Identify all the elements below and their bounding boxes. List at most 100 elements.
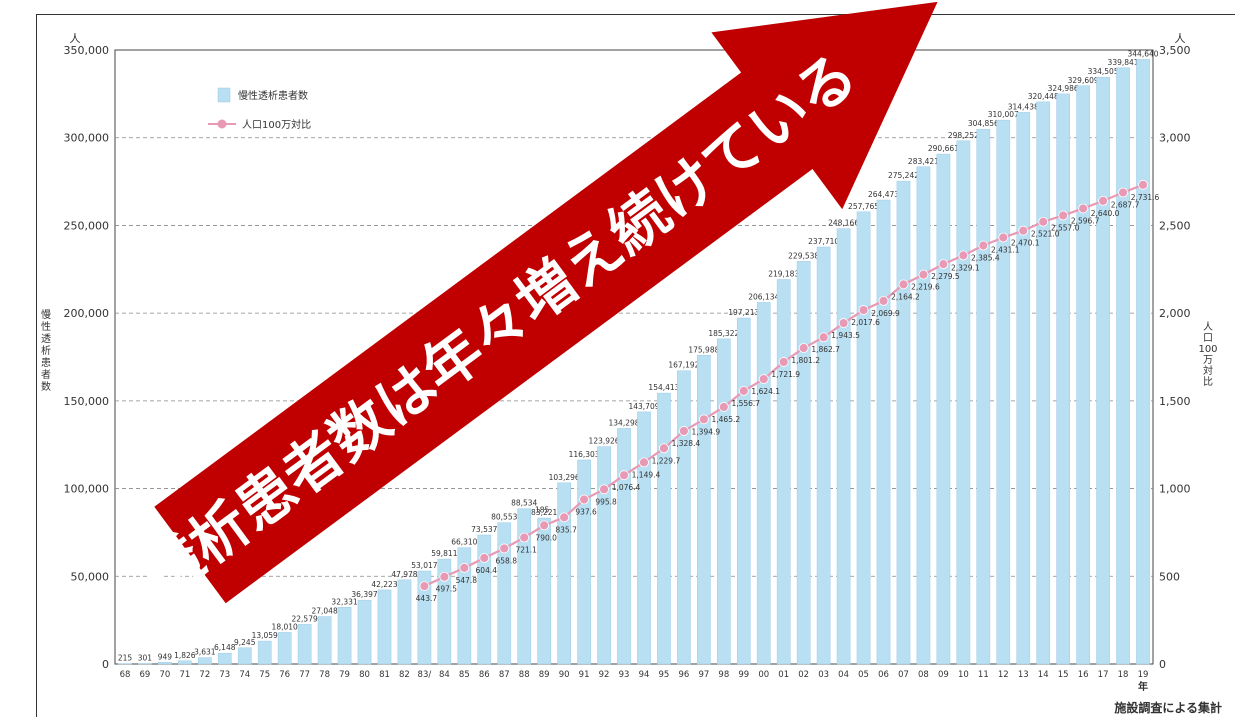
x-tick-label: 19 bbox=[1138, 670, 1149, 680]
bar bbox=[497, 522, 512, 665]
bar bbox=[597, 446, 611, 665]
bar-value-label: 290,661 bbox=[928, 144, 959, 153]
x-tick-label: 75 bbox=[259, 670, 270, 680]
x-tick-label: 97 bbox=[698, 670, 709, 680]
ratio-value-label: 547.8 bbox=[456, 576, 478, 585]
bar-value-label: 215 bbox=[118, 654, 133, 663]
x-tick-label: 81 bbox=[379, 670, 390, 680]
bar-value-label: 334,505 bbox=[1088, 67, 1119, 76]
bar-value-label: 304,856 bbox=[968, 119, 999, 128]
bar-value-label: 219,183 bbox=[768, 269, 799, 278]
ratio-point bbox=[619, 470, 629, 481]
y-left-label-char: 者 bbox=[41, 369, 51, 381]
x-tick-label: 83/ bbox=[418, 670, 432, 680]
y-left-label-char: 数 bbox=[41, 380, 51, 393]
x-tick-label: 79 bbox=[339, 670, 350, 680]
ratio-point bbox=[878, 295, 889, 306]
ratio-value-label: 721.1 bbox=[515, 545, 537, 554]
x-tick-label: 18 bbox=[1118, 670, 1129, 680]
x-tick-label: 76 bbox=[279, 670, 290, 680]
bar-value-label: 301 bbox=[138, 653, 153, 662]
ratio-value-label: 2,219.6 bbox=[911, 283, 940, 292]
bar bbox=[677, 370, 691, 665]
ratio-point bbox=[1138, 179, 1148, 190]
bar bbox=[617, 428, 631, 665]
bar-value-label: 18,010 bbox=[272, 622, 298, 631]
bar bbox=[337, 607, 352, 665]
bar bbox=[1036, 101, 1051, 665]
chart-frame bbox=[36, 14, 1235, 717]
bar-value-label: 283,421 bbox=[908, 157, 939, 166]
x-tick-label: 94 bbox=[639, 670, 650, 680]
x-unit: 年 bbox=[1138, 680, 1148, 693]
bar-value-label: 73,537 bbox=[471, 525, 497, 534]
ratio-point bbox=[718, 402, 729, 412]
bar-value-label: 3,631 bbox=[194, 648, 216, 657]
x-tick-label: 95 bbox=[659, 670, 670, 680]
y-left-tick-label: 150,000 bbox=[64, 395, 110, 408]
y-left-tick-label: 50,000 bbox=[71, 570, 110, 583]
y-left-label-char: 性 bbox=[41, 320, 51, 333]
y-left-label-char: 慢 bbox=[41, 309, 51, 321]
plot-area bbox=[114, 49, 1154, 665]
bar-value-label: 324,986 bbox=[1048, 84, 1079, 93]
x-tick-label: 05 bbox=[858, 670, 869, 680]
bar-value-label: 1,826 bbox=[174, 651, 196, 660]
legend-bar-swatch bbox=[217, 87, 231, 103]
x-tick-label: 13 bbox=[1018, 670, 1029, 680]
bar bbox=[577, 459, 591, 665]
bar bbox=[437, 558, 452, 665]
x-tick-label: 85 bbox=[459, 670, 470, 680]
y-right-tick-label: 3,000 bbox=[1159, 132, 1191, 145]
y-right-unit: 人 bbox=[1175, 32, 1186, 45]
x-tick-label: 02 bbox=[798, 670, 809, 680]
bar bbox=[517, 508, 532, 665]
ratio-value-label: 2,017.6 bbox=[851, 318, 880, 327]
bar-value-label: 339,841 bbox=[1108, 58, 1139, 67]
ratio-point bbox=[639, 457, 649, 468]
bar-value-label: 80,553 bbox=[491, 513, 517, 522]
ratio-value-label: 995.8 bbox=[595, 497, 617, 506]
bar bbox=[317, 616, 332, 665]
ratio-value-label: 1,394.9 bbox=[692, 427, 721, 436]
ratio-point bbox=[539, 520, 550, 531]
x-tick-label: 87 bbox=[499, 670, 510, 680]
x-tick-label: 04 bbox=[838, 670, 849, 680]
y-right-tick-label: 1,000 bbox=[1159, 483, 1191, 496]
ratio-value-label: 1,229.7 bbox=[652, 456, 681, 465]
bar-value-label: 36,397 bbox=[351, 590, 377, 599]
bar bbox=[397, 579, 412, 665]
y-left-unit: 人 bbox=[70, 32, 81, 45]
bar bbox=[836, 228, 851, 665]
y-right-tick-label: 0 bbox=[1159, 658, 1166, 671]
ratio-value-label: 1,465.2 bbox=[712, 415, 741, 424]
ratio-point bbox=[439, 571, 450, 582]
bar bbox=[457, 547, 472, 665]
x-tick-label: 99 bbox=[738, 670, 749, 680]
x-tick-label: 84 bbox=[439, 670, 450, 680]
x-tick-label: 92 bbox=[599, 670, 610, 680]
x-tick-label: 07 bbox=[898, 670, 909, 680]
x-tick-label: 12 bbox=[998, 670, 1009, 680]
ratio-value-label: 2,596.7 bbox=[1071, 216, 1100, 225]
bar-value-label: 314,438 bbox=[1008, 102, 1039, 111]
x-tick-label: 98 bbox=[718, 670, 729, 680]
bar bbox=[936, 153, 951, 665]
ratio-value-label: 443.7 bbox=[416, 594, 438, 603]
bar bbox=[976, 128, 991, 665]
ratio-value-label: 2,731.6 bbox=[1131, 193, 1160, 202]
y-left-tick-label: 300,000 bbox=[64, 132, 110, 145]
bar bbox=[197, 657, 212, 665]
bar-value-label: 143,709 bbox=[628, 402, 659, 411]
bar-value-label: 134,298 bbox=[609, 418, 640, 427]
x-tick-label: 82 bbox=[399, 670, 410, 680]
ratio-point bbox=[1058, 210, 1069, 221]
bar-value-label: 103,296 bbox=[549, 473, 580, 482]
ratio-point bbox=[698, 414, 709, 425]
y-right-label-char: 比 bbox=[1203, 376, 1213, 388]
y-left-label-char: 析 bbox=[41, 344, 51, 357]
bar-value-label: 185,322 bbox=[708, 329, 739, 338]
ratio-point bbox=[978, 240, 989, 251]
ratio-value-label: 1,624.1 bbox=[751, 387, 780, 396]
y-left-tick-label: 350,000 bbox=[64, 44, 110, 57]
